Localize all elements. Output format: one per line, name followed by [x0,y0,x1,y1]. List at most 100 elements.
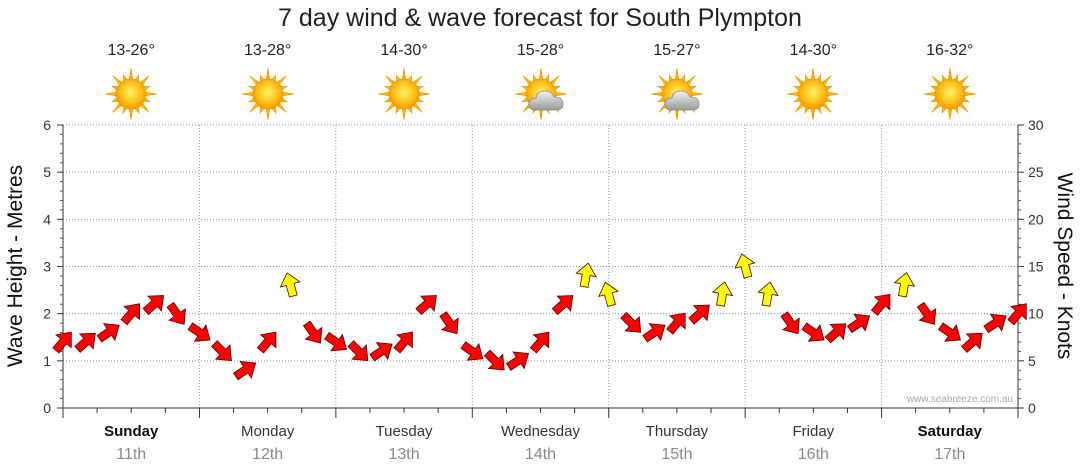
wind-arrow [688,304,710,325]
right-tick-label: 25 [1028,164,1044,180]
wind-arrow [369,342,393,362]
right-axis-title: Wind Speed - Knots [1053,173,1076,360]
day-forecast: 13-26° [81,42,181,122]
day-name-label: Saturday [918,423,983,440]
watermark: www.seabreeze.com.au [906,394,1013,405]
day-name-label: Wednesday [501,423,580,440]
wind-arrow [757,281,779,307]
right-tick-label: 0 [1028,400,1036,416]
grid [62,124,1019,418]
wind-arrow [961,332,983,353]
temperature-range: 13-28° [243,42,292,59]
day-date-label: 13th [389,446,420,463]
day-date-label: 14th [525,446,556,463]
day-name-label: Thursday [646,423,709,440]
temperature-range: 16-32° [926,42,974,59]
day-forecast: 14-30° [763,42,863,122]
wind-arrow [893,271,916,298]
wind-arrow [74,332,96,353]
day-forecast: 13-28° [218,42,318,122]
day-date-label: 11th [116,446,146,463]
wind-arrow [211,340,232,362]
sun-icon [923,67,976,121]
sun-icon [105,67,158,121]
wind-arrow [642,323,666,343]
wind-arrow [393,331,413,354]
sun-icon [241,67,294,121]
day-date-label: 16th [798,446,829,463]
sun-icon [787,67,840,121]
wind-arrow [801,322,825,342]
wind-arrow [529,331,550,354]
day-name-label: Sunday [104,423,159,440]
day-axis-labels: Sunday 11th Monday 12th Tuesday 13th Wednesday… [104,423,982,463]
temperature-range: 13-26° [107,42,155,59]
sun-cloud-icon [514,67,567,121]
left-tick-label: 0 [43,400,51,416]
right-tick-label: 5 [1028,353,1036,369]
wind-arrow [52,331,72,354]
wind-arrow [780,311,800,335]
left-tick-label: 4 [43,211,51,227]
wind-arrow [120,303,140,326]
wind-arrow [279,272,301,298]
wind-arrow [824,323,847,344]
day-date-label: 17th [934,446,965,463]
day-forecast: 14-30° [354,42,454,122]
wind-arrow [551,295,574,316]
wind-arrow [983,313,1007,334]
wind-arrow [347,340,369,362]
wind-arrow [142,295,165,316]
right-tick-label: 20 [1028,211,1044,227]
left-axis-title: Wave Height - Metres [4,165,27,367]
wind-arrow [439,311,459,335]
temperature-range: 15-28° [516,42,565,59]
day-forecast: 15-27° [627,42,727,122]
right-axis-ticks: 0 5 10 15 20 25 30 [1018,117,1044,416]
temperature-range: 14-30° [380,42,428,59]
right-tick-label: 15 [1028,259,1044,275]
left-tick-label: 1 [43,353,51,369]
sun-icon [378,67,431,121]
temperature-range: 14-30° [789,42,837,59]
day-name-label: Friday [793,423,835,440]
wind-arrow [870,293,891,316]
wind-arrow [598,281,620,307]
sun-cloud-icon [650,67,703,121]
wind-arrow [187,322,211,342]
wind-arrow [460,341,484,361]
wind-arrow-series [52,253,1027,381]
wind-arrow [166,301,186,325]
wind-arrow [916,301,937,325]
left-tick-label: 2 [43,306,51,322]
wind-arrow [483,349,505,371]
day-name-label: Tuesday [376,423,433,440]
day-forecast: 16-32° [900,42,1000,122]
wind-arrow [256,331,277,354]
wind-arrow [846,313,871,334]
left-axis-ticks: 0 1 2 3 4 5 6 [43,117,63,416]
day-name-label: Monday [241,423,295,440]
day-date-label: 12th [252,446,283,463]
day-forecast: 15-28° [491,42,591,122]
wind-arrow [505,351,530,371]
wind-arrow [1007,303,1027,326]
wind-arrow [575,262,597,288]
left-tick-label: 3 [43,259,51,275]
chart-title: 7 day wind & wave forecast for South Ply… [278,4,802,32]
day-date-label: 15th [661,446,692,463]
right-tick-label: 10 [1028,306,1044,322]
wind-arrow [302,320,323,344]
wind-arrow [620,311,642,333]
wind-arrow [232,360,257,381]
wind-arrow [711,281,734,307]
wind-arrow [324,331,348,352]
wind-arrow [666,312,686,335]
wind-arrow [734,253,756,279]
right-tick-label: 30 [1028,117,1044,133]
left-tick-label: 5 [43,164,51,180]
wind-arrow [415,295,437,316]
left-tick-label: 6 [43,117,51,133]
wind-arrow [937,322,961,342]
